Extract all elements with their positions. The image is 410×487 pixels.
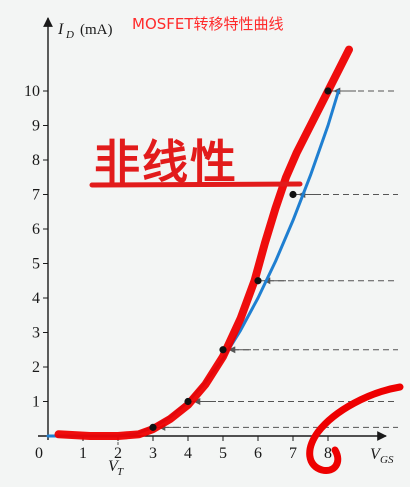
y-axis-label-main: I <box>57 21 64 38</box>
series-line-red-hand-drawn <box>54 45 353 440</box>
y-tick-label-6: 6 <box>32 221 40 238</box>
x-tick-label-7: 7 <box>289 445 297 462</box>
ticks: 0 1 2 3 4 5 6 7 8 1 2 3 4 5 6 7 8 9 10 <box>24 83 332 462</box>
x-axis-label: V GS <box>370 446 394 466</box>
red-scribble-mark <box>306 383 404 474</box>
x-axis-label-sub: GS <box>380 454 394 466</box>
y-tick-label-8: 8 <box>32 152 40 169</box>
x-tick-label-6: 6 <box>254 445 262 462</box>
y-axis-label-unit: (mA) <box>80 22 113 38</box>
y-axis-label: I D (mA) <box>57 21 113 41</box>
nonlinear-annotation: 非线性 <box>94 135 238 189</box>
threshold-label-sub: T <box>117 466 124 478</box>
threshold-label: V T <box>108 458 124 478</box>
series-group <box>46 45 353 440</box>
y-tick-label-3: 3 <box>32 325 40 342</box>
x-tick-label-0: 0 <box>35 445 43 462</box>
x-tick-label-2: 2 <box>114 445 122 462</box>
data-point-2 <box>219 346 227 354</box>
y-tick-label-7: 7 <box>32 187 40 204</box>
y-axis-label-sub: D <box>65 29 74 41</box>
x-tick-label-3: 3 <box>149 445 157 462</box>
y-tick-label-1: 1 <box>32 394 40 411</box>
y-tick-label-5: 5 <box>32 256 40 273</box>
chart-title: MOSFET转移特性曲线 <box>132 15 284 33</box>
data-point-5 <box>324 87 332 95</box>
y-tick-label-10: 10 <box>24 83 40 100</box>
data-point-1 <box>184 397 192 406</box>
x-axis-label-main: V <box>370 446 382 463</box>
data-point-0 <box>149 423 157 431</box>
data-points <box>149 87 332 431</box>
x-tick-label-5: 5 <box>219 445 227 462</box>
x-tick-label-1: 1 <box>79 445 87 462</box>
threshold-label-main: V <box>108 458 120 475</box>
data-point-3 <box>254 277 262 285</box>
x-tick-label-4: 4 <box>184 445 192 462</box>
data-point-4 <box>289 190 297 199</box>
y-tick-label-4: 4 <box>32 290 40 307</box>
x-tick-label-8: 8 <box>324 445 332 462</box>
annotation-underline <box>89 181 303 188</box>
y-tick-label-9: 9 <box>32 118 40 135</box>
y-tick-label-2: 2 <box>32 359 40 376</box>
